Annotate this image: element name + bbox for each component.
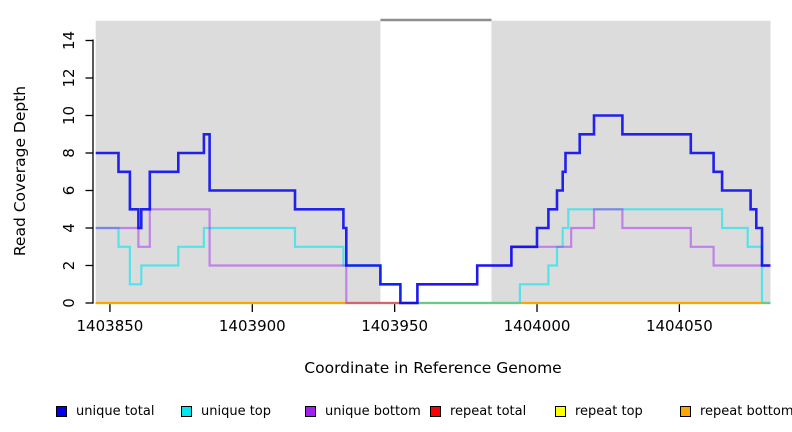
legend-item-repeat-bottom: repeat bottom: [680, 402, 792, 420]
legend-item-label: unique bottom: [325, 403, 421, 419]
coverage-plot-svg: 0 2 4 6 8 10 12 14 1403850 1403900 1403950 1404000 1…: [11, 18, 771, 377]
series-line-unique-total: [95, 114, 771, 305]
x-tick-label: 1404000: [504, 317, 571, 335]
legend: unique total unique top unique bottom repea…: [0, 402, 792, 426]
legend-swatch-unique-bottom: [305, 405, 316, 417]
legend-swatch-repeat-top: [555, 405, 566, 417]
legend-item-repeat-total: repeat total: [430, 402, 526, 420]
legend-item-unique-total: unique total: [56, 402, 154, 420]
legend-item-label: unique top: [201, 403, 272, 419]
y-tick-label: 0: [60, 298, 78, 308]
legend-item-label: unique total: [76, 403, 155, 419]
x-axis-title: Coordinate in Reference Genome: [304, 359, 561, 377]
x-tick-label: 1403900: [219, 317, 286, 335]
y-tick-label: 14: [60, 31, 78, 50]
legend-swatch-unique-total: [56, 405, 67, 417]
x-tick-label: 1404050: [646, 317, 713, 335]
legend-swatch-repeat-bottom: [680, 405, 691, 417]
axis-layer: 0 2 4 6 8 10 12 14 1403850 1403900 1403950 1404000 1…: [60, 31, 713, 335]
x-tick-label: 1403950: [361, 317, 428, 335]
legend-item-label: repeat total: [450, 403, 527, 419]
unique-region-shading: [95, 20, 381, 304]
y-tick-label: 12: [60, 68, 78, 87]
unique-region-shading: [491, 20, 771, 304]
series-layer: [95, 114, 771, 305]
y-tick-label: 4: [60, 223, 78, 233]
x-tick-label: 1403850: [77, 317, 144, 335]
legend-item-unique-bottom: unique bottom: [305, 402, 421, 420]
legend-item-label: repeat top: [575, 403, 643, 419]
y-tick-label: 10: [60, 106, 78, 125]
y-axis-title: Read Coverage Depth: [11, 86, 29, 256]
y-tick-label: 2: [60, 261, 78, 271]
y-tick-label: 8: [60, 148, 78, 158]
legend-swatch-repeat-total: [430, 405, 441, 417]
legend-swatch-unique-top: [181, 405, 192, 417]
legend-item-unique-top: unique top: [181, 402, 271, 420]
y-tick-label: 6: [60, 186, 78, 196]
background-shading-layer: [95, 18, 771, 304]
legend-item-label: repeat bottom: [700, 403, 792, 419]
legend-item-repeat-top: repeat top: [555, 402, 643, 420]
